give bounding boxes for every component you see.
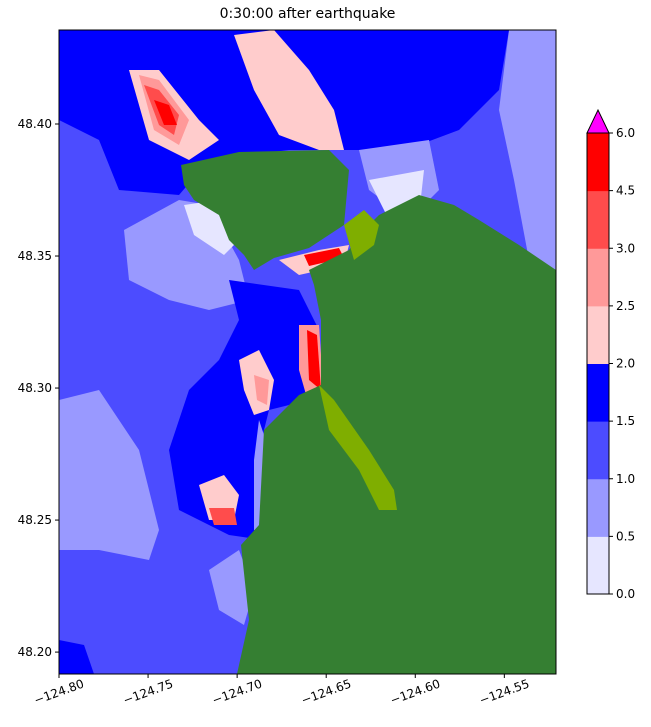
region-light-blue-bottomleft	[59, 390, 159, 560]
plume-bottom-red	[209, 508, 237, 525]
y-tick-label: 48.25	[18, 513, 52, 527]
colorbar-tick-label: 6.0	[616, 126, 635, 140]
colorbar-extend-arrow	[586, 108, 610, 134]
x-tick-label: −124.60	[388, 677, 442, 708]
y-tick-label: 48.30	[18, 381, 52, 395]
region-dark-blue-corner	[59, 640, 94, 674]
region-dark-blue-middle	[169, 280, 319, 540]
region-light-blue-right	[499, 30, 556, 290]
colorbar-segment	[587, 248, 609, 307]
colorbar-tick-label: 2.5	[616, 299, 635, 313]
plot-frame	[58, 29, 557, 675]
region-light-bottom	[209, 550, 254, 625]
colorbar-tick-label: 3.0	[616, 241, 635, 255]
y-axis: 48.20 48.25 48.30 48.35 48.40	[18, 117, 59, 659]
colorbar-segment	[587, 478, 609, 537]
plume-top-red2	[154, 100, 177, 125]
y-tick-label: 48.20	[18, 645, 52, 659]
plot-title: 0:30:00 after earthquake	[219, 6, 396, 22]
colorbar: 0.0 0.5 1.0 1.5 2.0 2.5 3.0 4.5 6.0	[586, 108, 635, 601]
colorbar-segment	[587, 536, 609, 595]
y-tick-label: 48.40	[18, 117, 52, 131]
colorbar-segment	[587, 363, 609, 422]
wetland-south	[319, 385, 397, 510]
land-mainland	[237, 195, 556, 674]
colorbar-tick-label: 1.5	[616, 414, 635, 428]
x-tick-label: −124.55	[477, 677, 531, 708]
x-tick-label: −124.70	[210, 677, 264, 708]
plume-channel-red	[307, 330, 321, 390]
x-tick-label: −124.75	[121, 677, 175, 708]
plume-strait-red	[304, 248, 344, 266]
plume-top-pink	[234, 30, 344, 150]
y-tick-label: 48.35	[18, 249, 52, 263]
colorbar-tick-label: 2.0	[616, 357, 635, 371]
colorbar-segment	[587, 421, 609, 480]
plume-middle-salmon	[254, 375, 269, 405]
wetland-north	[344, 210, 379, 260]
x-tick-label: −124.80	[32, 677, 86, 708]
x-tick-label: −124.65	[299, 677, 353, 708]
map-area	[59, 30, 556, 674]
colorbar-segment	[587, 305, 609, 364]
land-island	[181, 150, 349, 270]
colorbar-tick-label: 0.0	[616, 587, 635, 601]
colorbar-tick-label: 4.5	[616, 184, 635, 198]
colorbar-segment	[587, 190, 609, 249]
x-axis: −124.80 −124.75 −124.70 −124.65 −124.60 −124.…	[32, 674, 531, 707]
colorbar-segment	[587, 133, 609, 192]
colorbar-tick-label: 1.0	[616, 472, 635, 486]
colorbar-tick-label: 0.5	[616, 529, 635, 543]
